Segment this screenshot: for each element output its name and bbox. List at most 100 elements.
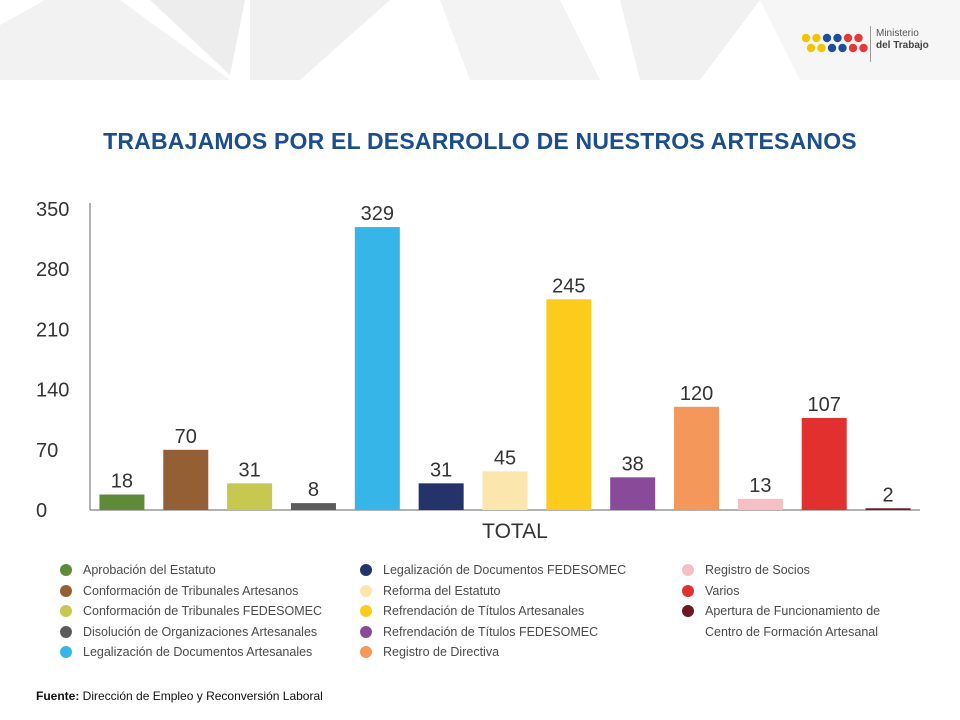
logo-dot — [801, 33, 811, 43]
bar-value-label: 13 — [749, 475, 771, 497]
legend-label: Aprobación del Estatuto — [83, 563, 216, 577]
legend-item-continuation: Centro de Formación Artesanal — [682, 622, 880, 643]
logo-dot — [859, 43, 868, 53]
bar-value-label: 38 — [622, 453, 644, 475]
logo-dot — [806, 43, 816, 53]
page-title: TRABAJAMOS POR EL DESARROLLO DE NUESTROS… — [103, 128, 857, 154]
logo-separator — [870, 26, 871, 62]
logo-line1: Ministerio — [876, 28, 919, 39]
bar-value-label: 70 — [175, 426, 197, 448]
bar — [865, 508, 911, 510]
logo-dot — [843, 33, 853, 43]
legend-column-3: Registro de Socios Varios Apertura de Fu… — [682, 560, 880, 642]
bar-value-label: 245 — [552, 275, 585, 297]
bar — [290, 503, 336, 510]
logo-dot — [848, 43, 858, 53]
logo-dot — [817, 43, 826, 53]
background-shapes — [0, 0, 960, 80]
y-tick-label: 70 — [36, 440, 58, 462]
legend-item: Conformación de Tribunales FEDESOMEC — [60, 601, 322, 622]
legend-dot-icon — [60, 605, 72, 617]
ministerio-logo: Ministerio del Trabajo — [800, 24, 950, 64]
legend-item: Conformación de Tribunales Artesanos — [60, 581, 322, 602]
legend-item: Reforma del Estatuto — [360, 581, 626, 602]
legend-item: Legalización de Documentos Artesanales — [60, 642, 322, 663]
legend-label: Conformación de Tribunales FEDESOMEC — [83, 604, 322, 618]
legend-dot-icon — [60, 625, 72, 638]
bar — [354, 227, 400, 510]
bar-value-label: 107 — [808, 394, 841, 416]
source-text: Dirección de Empleo y Reconversión Labor… — [79, 689, 323, 703]
legend-dot-icon — [682, 564, 694, 576]
legend-dot-icon — [682, 605, 694, 617]
source-note: Fuente: Dirección de Empleo y Reconversi… — [36, 689, 323, 703]
legend-dot-icon — [360, 584, 372, 597]
legend-dot-icon — [360, 564, 372, 576]
legend-label: Reforma del Estatuto — [383, 583, 501, 598]
logo-dot — [854, 33, 863, 43]
legend-item: Refrendación de Títulos Artesanales — [360, 601, 626, 622]
legend-label: Refrendación de Títulos Artesanales — [383, 604, 585, 618]
y-tick-label: 140 — [36, 380, 69, 402]
legend-dot-icon — [60, 564, 72, 576]
y-tick-label: 350 — [36, 199, 69, 221]
legend-item: Refrendación de Títulos FEDESOMEC — [360, 622, 626, 643]
x-axis-label: TOTAL — [482, 520, 548, 543]
logo-dots-icon — [801, 33, 868, 53]
legend-label: Refrendación de Títulos FEDESOMEC — [383, 624, 599, 639]
legend-label: Disolución de Organizaciones Artesanales — [83, 624, 318, 639]
legend-item: Registro de Directiva — [360, 642, 626, 663]
legend-label: Legalización de Documentos Artesanales — [83, 645, 313, 659]
logo-text: Ministerio del Trabajo — [876, 28, 929, 52]
bar-value-label: 31 — [238, 459, 260, 481]
legend-dot-icon — [60, 584, 72, 597]
bar-value-label: 120 — [680, 383, 713, 405]
logo-line2: del Trabajo — [876, 40, 929, 51]
legend-label: Legalización de Documentos FEDESOMEC — [383, 563, 627, 577]
bar-value-label: 329 — [361, 203, 394, 225]
bar-value-label: 8 — [308, 479, 319, 501]
bar — [163, 449, 209, 510]
bar-chart: 0 70 140 210 280 350 18 70 31 8 329 31 45 245 38 120 13 1… — [36, 199, 920, 543]
bar — [610, 477, 656, 510]
legend-item: Apertura de Funcionamiento de — [682, 601, 880, 622]
legend-item: Registro de Socios — [682, 560, 880, 581]
bar — [418, 483, 464, 510]
bar — [227, 483, 273, 510]
legend-label: Varios — [705, 583, 740, 598]
logo-dot — [838, 43, 847, 53]
bar — [482, 471, 528, 510]
y-tick-label: 0 — [36, 500, 47, 522]
bar-value-label: 18 — [111, 471, 133, 493]
legend-item: Legalización de Documentos FEDESOMEC — [360, 560, 626, 581]
legend-item: Varios — [682, 581, 880, 602]
legend-column-1: Aprobación del Estatuto Conformación de T… — [60, 560, 322, 663]
legend-dot-icon — [682, 584, 694, 597]
y-tick-label: 210 — [36, 319, 69, 341]
legend-column-2: Legalización de Documentos FEDESOMEC Refo… — [360, 560, 626, 663]
legend-label: Conformación de Tribunales Artesanos — [83, 583, 299, 598]
legend-label: Apertura de Funcionamiento de — [705, 604, 881, 618]
bar — [546, 299, 592, 510]
legend-item: Aprobación del Estatuto — [60, 560, 322, 581]
y-tick-label: 280 — [36, 259, 69, 281]
bar — [801, 417, 847, 510]
logo-dot — [833, 33, 842, 43]
logo-dot — [812, 33, 821, 43]
legend-label: Centro de Formación Artesanal — [705, 624, 879, 639]
legend-dot-icon — [60, 646, 72, 658]
legend-label: Registro de Socios — [705, 563, 810, 577]
legend-dot-icon — [360, 625, 372, 638]
bar — [99, 494, 145, 510]
bar — [737, 498, 783, 510]
bar-value-label: 45 — [494, 447, 516, 469]
legend-dot-icon — [360, 605, 372, 617]
legend-item: Disolución de Organizaciones Artesanales — [60, 622, 322, 643]
logo-dot — [827, 43, 837, 53]
logo-dot — [822, 33, 832, 43]
legend-dot-icon — [360, 646, 372, 658]
source-label: Fuente: — [36, 689, 80, 703]
bar — [674, 406, 720, 510]
legend-label: Registro de Directiva — [383, 645, 500, 659]
bar-value-label: 2 — [883, 484, 894, 506]
